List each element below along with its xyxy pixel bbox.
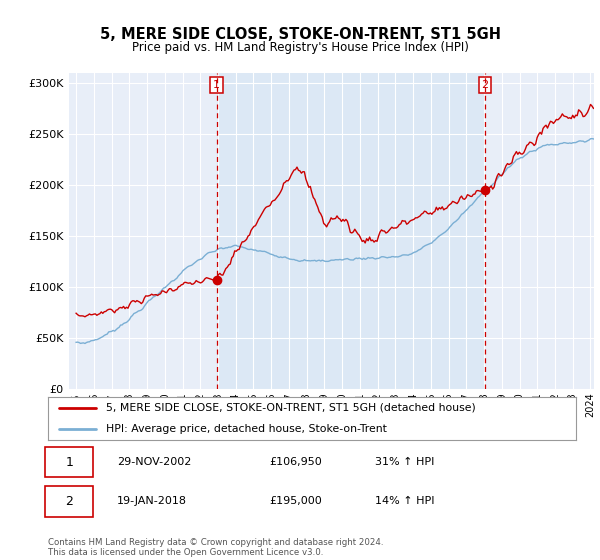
Text: 5, MERE SIDE CLOSE, STOKE-ON-TRENT, ST1 5GH: 5, MERE SIDE CLOSE, STOKE-ON-TRENT, ST1 … (100, 27, 500, 42)
FancyBboxPatch shape (46, 446, 93, 478)
Text: Price paid vs. HM Land Registry's House Price Index (HPI): Price paid vs. HM Land Registry's House … (131, 41, 469, 54)
Text: 14% ↑ HPI: 14% ↑ HPI (376, 496, 435, 506)
Text: 2: 2 (481, 80, 488, 90)
Text: 1: 1 (213, 80, 220, 90)
Text: 5, MERE SIDE CLOSE, STOKE-ON-TRENT, ST1 5GH (detached house): 5, MERE SIDE CLOSE, STOKE-ON-TRENT, ST1 … (106, 403, 476, 413)
Text: 19-JAN-2018: 19-JAN-2018 (116, 496, 187, 506)
Text: 29-NOV-2002: 29-NOV-2002 (116, 457, 191, 467)
Text: 31% ↑ HPI: 31% ↑ HPI (376, 457, 435, 467)
Text: 1: 1 (65, 455, 73, 469)
Text: Contains HM Land Registry data © Crown copyright and database right 2024.
This d: Contains HM Land Registry data © Crown c… (48, 538, 383, 557)
Text: 2: 2 (65, 494, 73, 508)
Text: HPI: Average price, detached house, Stoke-on-Trent: HPI: Average price, detached house, Stok… (106, 424, 387, 434)
Text: £195,000: £195,000 (270, 496, 323, 506)
Bar (217, 73, 485, 389)
FancyBboxPatch shape (46, 486, 93, 517)
Text: £106,950: £106,950 (270, 457, 323, 467)
